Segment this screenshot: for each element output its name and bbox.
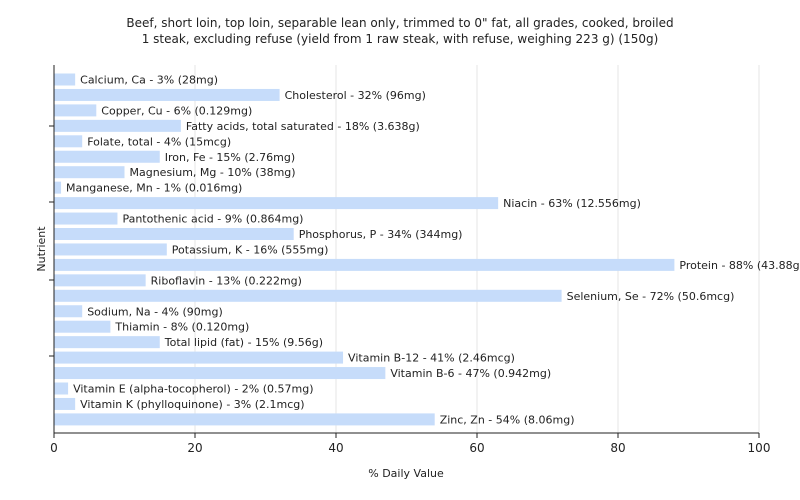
bar-label-0: Calcium, Ca - 3% (28mg)	[80, 74, 218, 87]
bar-label-17: Total lipid (fat) - 15% (9.56g)	[164, 336, 323, 349]
bar-label-22: Zinc, Zn - 54% (8.06mg)	[440, 413, 575, 426]
x-tick-label-0: 0	[50, 441, 58, 455]
bar-10	[54, 228, 294, 240]
bar-label-1: Cholesterol - 32% (96mg)	[285, 89, 426, 102]
x-tick-label-2: 40	[328, 441, 343, 455]
bar-4	[54, 135, 83, 148]
bar-22	[54, 413, 435, 426]
chart-title: Beef, short loin, top loin, separable le…	[126, 16, 674, 30]
x-tick-label-5: 100	[748, 441, 771, 455]
bar-16	[54, 320, 111, 333]
bar-2	[54, 104, 97, 117]
bar-label-19: Vitamin B-6 - 47% (0.942mg)	[390, 367, 551, 380]
bars	[54, 73, 675, 426]
bar-20	[54, 382, 69, 395]
bar-9	[54, 212, 118, 225]
x-tick-label-3: 60	[469, 441, 484, 455]
bar-17	[54, 336, 160, 349]
bar-6	[54, 166, 125, 179]
bar-label-21: Vitamin K (phylloquinone) - 3% (2.1mcg)	[80, 398, 304, 411]
bar-label-13: Riboflavin - 13% (0.222mg)	[151, 274, 302, 287]
bar-label-11: Potassium, K - 16% (555mg)	[172, 243, 329, 256]
bar-label-6: Magnesium, Mg - 10% (38mg)	[130, 166, 296, 179]
bar-5	[54, 150, 160, 163]
bar-label-9: Pantothenic acid - 9% (0.864mg)	[122, 213, 303, 226]
chart-subtitle: 1 steak, excluding refuse (yield from 1 …	[141, 32, 659, 46]
bar-label-4: Folate, total - 4% (15mcg)	[87, 135, 231, 148]
bar-label-3: Fatty acids, total saturated - 18% (3.63…	[186, 120, 420, 133]
bar-15	[54, 305, 83, 318]
bar-label-7: Manganese, Mn - 1% (0.016mg)	[66, 182, 242, 195]
axes	[49, 65, 759, 434]
bar-label-2: Copper, Cu - 6% (0.129mg)	[101, 104, 252, 117]
bar-label-16: Thiamin - 8% (0.120mg)	[114, 321, 249, 334]
x-tick-label-1: 20	[187, 441, 202, 455]
y-axis-label: Nutrient	[35, 226, 48, 272]
bar-label-5: Iron, Fe - 15% (2.76mg)	[165, 151, 295, 164]
bar-label-18: Vitamin B-12 - 41% (2.46mcg)	[348, 352, 515, 365]
x-tick-label-4: 80	[610, 441, 625, 455]
bar-21	[54, 397, 76, 410]
bar-label-10: Phosphorus, P - 34% (344mg)	[299, 228, 463, 241]
bar-label-15: Sodium, Na - 4% (90mg)	[87, 305, 223, 318]
bar-14	[54, 289, 562, 302]
bar-label-12: Protein - 88% (43.88g)	[679, 259, 800, 272]
bar-label-14: Selenium, Se - 72% (50.6mcg)	[567, 290, 735, 303]
bar-label-8: Niacin - 63% (12.556mg)	[503, 197, 641, 210]
bar-0	[54, 73, 76, 86]
x-ticks: 0 20 40 60 80 100	[50, 433, 770, 455]
bar-7	[54, 181, 62, 194]
bar-12	[54, 258, 675, 271]
bar-13	[54, 274, 146, 287]
bar-labels: Calcium, Ca - 3% (28mg) Cholesterol - 32%…	[66, 74, 800, 427]
bar-1	[54, 88, 280, 101]
bar-18	[54, 351, 344, 364]
bar-19	[54, 367, 386, 380]
bar-label-20: Vitamin E (alpha-tocopherol) - 2% (0.57m…	[73, 383, 313, 396]
x-axis-label: % Daily Value	[368, 467, 444, 480]
bar-8	[54, 197, 499, 210]
bar-11	[54, 243, 167, 256]
bar-3	[54, 119, 181, 132]
